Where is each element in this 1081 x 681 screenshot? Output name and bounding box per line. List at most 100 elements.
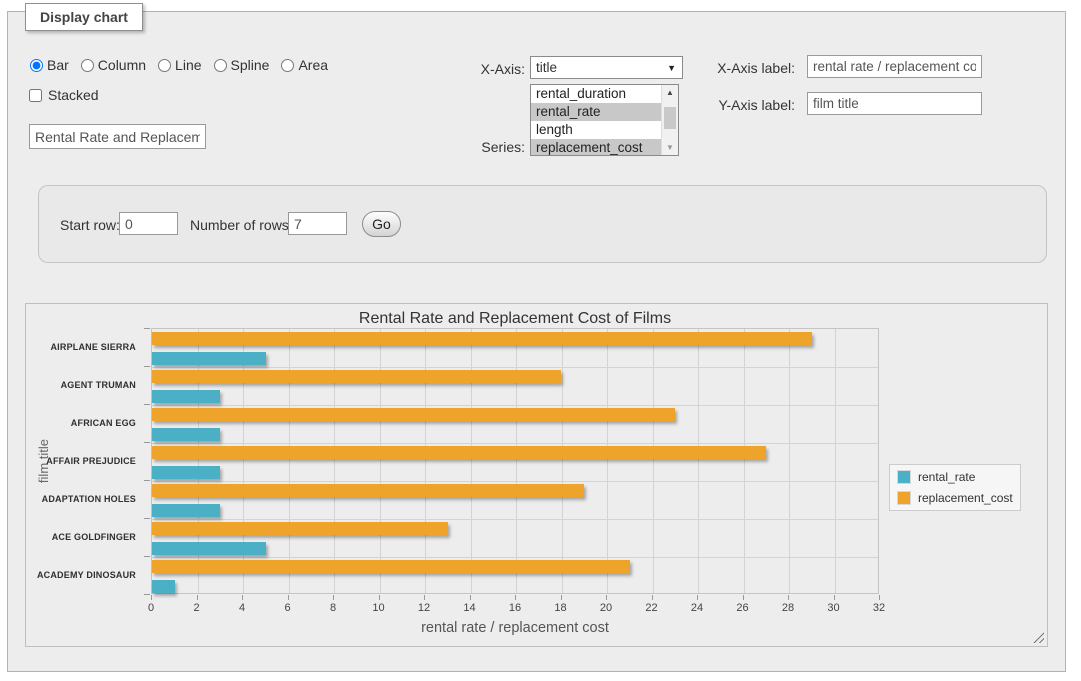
chart-type-radio-bar[interactable] [30, 59, 43, 72]
x-tick-mark [288, 595, 289, 600]
gridline [698, 329, 699, 593]
bar-replacement_cost [152, 560, 630, 573]
y-tick-mark [144, 480, 150, 481]
x-tick-mark [879, 595, 880, 600]
bar-replacement_cost [152, 408, 675, 421]
x-tick-mark [606, 595, 607, 600]
chart-type-radio-line[interactable] [158, 59, 171, 72]
series-option-length[interactable]: length [531, 121, 661, 139]
x-tick-label: 4 [222, 602, 262, 614]
x-axis-select-label: X-Axis: [420, 61, 525, 77]
x-tick-mark [561, 595, 562, 600]
x-tick-mark [470, 595, 471, 600]
legend-swatch [897, 491, 911, 505]
chart-title-input[interactable] [29, 124, 206, 149]
x-tick-label: 32 [859, 602, 899, 614]
stacked-label[interactable]: Stacked [48, 87, 99, 103]
go-button[interactable]: Go [362, 211, 401, 237]
bar-replacement_cost [152, 370, 561, 383]
chart-type-radio-area[interactable] [281, 59, 294, 72]
x-tick-label: 30 [814, 602, 854, 614]
x-tick-mark [788, 595, 789, 600]
legend-item-rental_rate[interactable]: rental_rate [897, 470, 1013, 484]
y-axis-label-caption: Y-Axis label: [660, 97, 795, 113]
x-tick-mark [151, 595, 152, 600]
bar-replacement_cost [152, 522, 448, 535]
x-tick-label: 10 [359, 602, 399, 614]
series-option-rental_rate[interactable]: rental_rate [531, 103, 661, 121]
x-tick-label: 22 [632, 602, 672, 614]
category-label: ACE GOLDFINGER [26, 518, 144, 556]
chart-type-line[interactable]: Line [158, 57, 201, 73]
x-tick-label: 8 [313, 602, 353, 614]
category-label: AGENT TRUMAN [26, 366, 144, 404]
gridline [471, 329, 472, 593]
series-select-label: Series: [420, 139, 525, 155]
x-tick-label: 0 [131, 602, 171, 614]
y-tick-mark [144, 518, 150, 519]
chart-type-radio-column[interactable] [81, 59, 94, 72]
gridline [334, 329, 335, 593]
series-option-replacement_cost[interactable]: replacement_cost [531, 139, 661, 155]
stacked-row: Stacked [29, 87, 99, 103]
legend-label: rental_rate [918, 470, 975, 484]
x-tick-mark [197, 595, 198, 600]
y-axis-label-input[interactable] [807, 92, 982, 115]
x-tick-label: 28 [768, 602, 808, 614]
legend-item-replacement_cost[interactable]: replacement_cost [897, 491, 1013, 505]
x-tick-label: 18 [541, 602, 581, 614]
bar-rental_rate [152, 390, 220, 403]
gridline [562, 329, 563, 593]
series-listbox[interactable]: rental_durationrental_ratelengthreplacem… [530, 84, 679, 156]
start-row-input[interactable] [119, 212, 178, 235]
gridline [152, 443, 878, 444]
chart-type-spline[interactable]: Spline [214, 57, 270, 73]
x-tick-mark [333, 595, 334, 600]
bar-rental_rate [152, 580, 175, 593]
gridline [152, 519, 878, 520]
gridline [744, 329, 745, 593]
x-tick-label: 26 [723, 602, 763, 614]
x-tick-mark [424, 595, 425, 600]
gridline [152, 405, 878, 406]
scroll-down-icon[interactable]: ▼ [662, 140, 678, 155]
chart-type-column[interactable]: Column [81, 57, 146, 73]
x-tick-mark [652, 595, 653, 600]
plot-area [151, 328, 879, 594]
chart-type-area[interactable]: Area [281, 57, 328, 73]
chart-container: Rental Rate and Replacement Cost of Film… [25, 303, 1048, 647]
resize-grip-icon[interactable] [1033, 632, 1044, 643]
x-axis-label-input[interactable] [807, 55, 982, 78]
x-axis-selected-value: title [536, 60, 557, 75]
bar-rental_rate [152, 352, 266, 365]
gridline [835, 329, 836, 593]
x-tick-label: 2 [177, 602, 217, 614]
bar-replacement_cost [152, 332, 812, 345]
chart-type-radio-group: Bar Column Line Spline Area [30, 57, 328, 73]
gridline [289, 329, 290, 593]
bar-replacement_cost [152, 484, 584, 497]
num-rows-input[interactable] [288, 212, 347, 235]
stacked-checkbox[interactable] [29, 89, 42, 102]
x-tick-label: 24 [677, 602, 717, 614]
y-tick-mark [144, 556, 150, 557]
x-tick-mark [743, 595, 744, 600]
chart-type-label: Area [298, 57, 328, 73]
y-tick-mark [144, 404, 150, 405]
series-option-rental_duration[interactable]: rental_duration [531, 85, 661, 103]
x-tick-label: 12 [404, 602, 444, 614]
chart-type-bar[interactable]: Bar [30, 57, 69, 73]
x-axis-title: rental rate / replacement cost [151, 620, 879, 636]
bar-rental_rate [152, 466, 220, 479]
listbox-scrollbar[interactable]: ▲ ▼ [661, 85, 678, 155]
chart-type-label: Spline [231, 57, 270, 73]
bar-replacement_cost [152, 446, 766, 459]
legend-swatch [897, 470, 911, 484]
start-row-label: Start row: [60, 217, 120, 233]
x-tick-label: 14 [450, 602, 490, 614]
panel-title: Display chart [25, 3, 143, 31]
gridline [789, 329, 790, 593]
gridline [653, 329, 654, 593]
chart-type-radio-spline[interactable] [214, 59, 227, 72]
y-tick-mark [144, 328, 150, 329]
